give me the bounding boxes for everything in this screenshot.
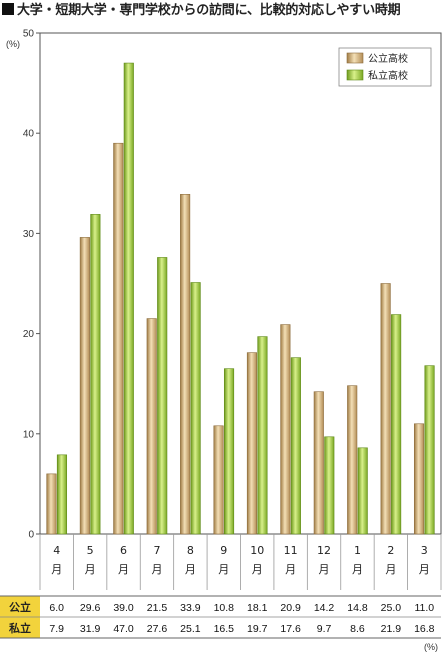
bar-private [391, 314, 402, 535]
bar-public [79, 237, 90, 535]
table-cell: 21.5 [147, 602, 168, 614]
bar-public [113, 142, 124, 535]
table-row-header: 私立 [9, 621, 31, 635]
axis-layer: 0 10 20 30 40 50(%) 4 月 5 月 6 月 7 月 8 月 9 月 10 月 11 月 12 月 1 月 2 月 3… [6, 29, 442, 590]
table-cell: 21.9 [381, 623, 402, 635]
x-tick-label-unit: 月 [285, 563, 296, 576]
bar-public [146, 318, 157, 535]
chart-title: 大学・短期大学・専門学校からの訪問に、比較的対応しやすい時期 [0, 0, 447, 22]
y-tick-label: 50 [23, 29, 35, 40]
x-tick-label: 12 [317, 544, 331, 557]
table-row-header-bg [0, 617, 40, 638]
table-cell: 20.9 [280, 602, 301, 614]
bar-private [190, 282, 201, 535]
x-tick-label-unit: 月 [385, 563, 396, 576]
bar-public [46, 473, 57, 535]
x-tick-label-unit: 月 [51, 563, 62, 576]
table-unit: (%) [424, 642, 438, 652]
x-tick-label: 2 [387, 544, 394, 557]
bar-public [280, 324, 291, 535]
table-cell: 14.8 [347, 602, 368, 614]
bar-private [157, 257, 168, 535]
bar-private [290, 357, 301, 535]
table-row-header-bg [0, 596, 40, 617]
bar-public [180, 194, 191, 535]
x-tick-label-unit: 月 [252, 563, 263, 576]
table-cell: 14.2 [314, 602, 335, 614]
table-cell: 10.8 [214, 602, 235, 614]
x-tick-label: 10 [250, 544, 264, 557]
x-tick-label-unit: 月 [118, 563, 129, 576]
title-square-icon [2, 3, 14, 15]
x-tick-label-unit: 月 [185, 563, 196, 576]
table-cell: 16.8 [414, 623, 435, 635]
x-tick-label: 3 [421, 544, 428, 557]
bar-public [313, 391, 324, 535]
table-cell: 33.9 [180, 602, 201, 614]
table-cell: 18.1 [247, 602, 268, 614]
table-cell: 31.9 [80, 623, 101, 635]
table-cell: 29.6 [80, 602, 101, 614]
x-tick-label-unit: 月 [419, 563, 430, 576]
table-cell: 17.6 [280, 623, 301, 635]
bar-private [257, 336, 268, 535]
x-tick-label: 9 [220, 544, 227, 557]
y-tick-label: 20 [23, 329, 35, 340]
bar-public [213, 425, 224, 535]
bar-public [413, 423, 425, 535]
table-cell: 6.0 [49, 602, 64, 614]
bar-public [347, 385, 358, 535]
y-axis-unit: (%) [6, 39, 20, 49]
x-tick-label: 5 [87, 544, 94, 557]
table-cell: 9.7 [317, 623, 332, 635]
table-cell: 25.0 [381, 602, 402, 614]
legend-label: 公立高校 [368, 52, 408, 65]
bar-private [90, 214, 101, 535]
x-tick-label: 11 [284, 544, 298, 557]
table-cell: 7.9 [49, 623, 64, 635]
x-tick-label-unit: 月 [85, 563, 96, 576]
chart-title-text: 大学・短期大学・専門学校からの訪問に、比較的対応しやすい時期 [17, 3, 401, 18]
legend-label: 私立高校 [368, 69, 408, 82]
bar-private [357, 447, 368, 535]
x-tick-label: 7 [153, 544, 160, 557]
table-cell: 25.1 [180, 623, 201, 635]
x-tick-label: 4 [53, 544, 60, 557]
legend-swatch [346, 52, 364, 64]
bar-private [56, 454, 68, 535]
table-cell: 19.7 [247, 623, 268, 635]
table-cell: 16.5 [214, 623, 235, 635]
x-tick-label: 8 [187, 544, 194, 557]
bar-private [324, 436, 335, 535]
table-row-header: 公立 [9, 600, 31, 614]
bar-public [380, 283, 391, 535]
x-tick-label-unit: 月 [218, 563, 229, 576]
y-tick-label: 30 [23, 229, 35, 240]
legend-swatch [346, 69, 364, 81]
bar-public [246, 352, 258, 535]
table-cell: 8.6 [350, 623, 365, 635]
bar-private [123, 62, 134, 535]
y-tick-label: 40 [23, 129, 35, 140]
y-tick-label: 0 [28, 530, 34, 541]
table-cell: 11.0 [414, 602, 434, 614]
x-tick-label-unit: 月 [151, 563, 162, 576]
table-cell: 27.6 [147, 623, 168, 635]
bars-layer [46, 62, 435, 535]
bar-private [223, 368, 235, 535]
x-tick-label: 6 [120, 544, 127, 557]
y-tick-label: 10 [23, 429, 35, 440]
bar-private [424, 365, 435, 535]
table-cell: 39.0 [113, 602, 134, 614]
x-tick-label-unit: 月 [352, 563, 363, 576]
x-tick-label: 1 [354, 544, 361, 557]
x-tick-label-unit: 月 [319, 563, 330, 576]
data-table: 公立 6.0 29.6 39.0 21.5 33.9 10.8 18.1 20.9 14.2 14.… [0, 595, 441, 652]
table-cell: 47.0 [113, 623, 134, 635]
